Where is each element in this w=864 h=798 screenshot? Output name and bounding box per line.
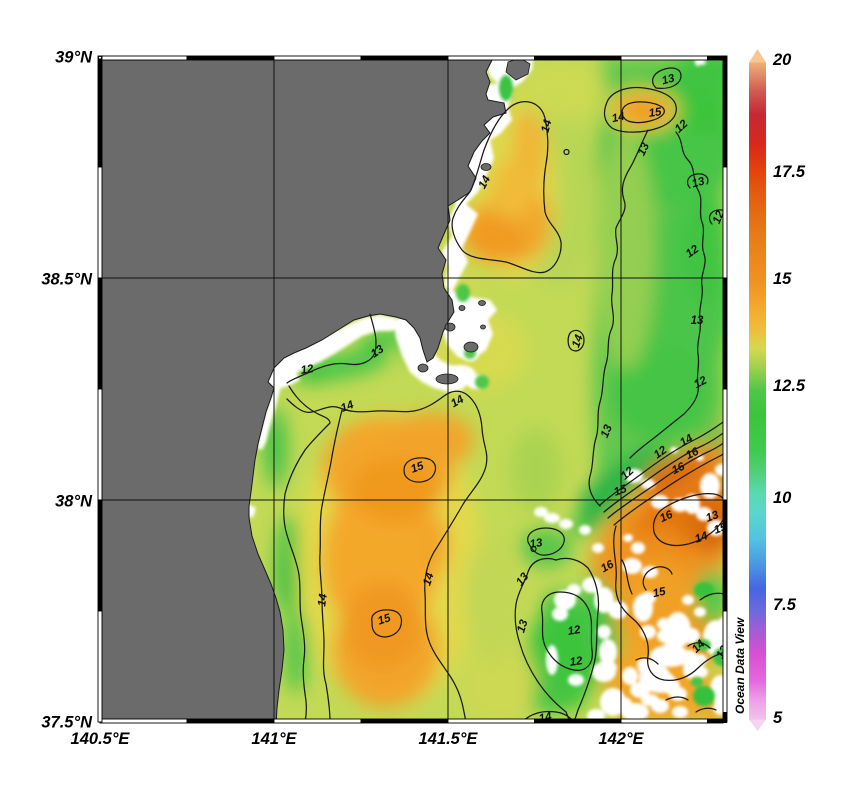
svg-text:38.5°N: 38.5°N (41, 271, 93, 289)
svg-text:14: 14 (316, 592, 330, 607)
svg-text:39°N: 39°N (55, 49, 93, 67)
svg-text:14: 14 (540, 118, 555, 134)
svg-text:17.5: 17.5 (773, 163, 806, 181)
svg-text:142°E: 142°E (598, 730, 644, 748)
svg-text:14: 14 (449, 393, 467, 410)
svg-text:141°E: 141°E (251, 730, 297, 748)
svg-text:13: 13 (515, 618, 531, 634)
svg-text:16: 16 (684, 446, 701, 463)
svg-text:5: 5 (773, 709, 783, 727)
svg-text:14: 14 (693, 530, 710, 546)
svg-text:14: 14 (421, 571, 437, 587)
svg-text:16: 16 (599, 558, 617, 575)
svg-text:14: 14 (477, 173, 494, 190)
svg-text:16: 16 (670, 461, 687, 478)
svg-text:14: 14 (611, 111, 627, 126)
svg-text:13: 13 (599, 423, 615, 440)
svg-text:14: 14 (538, 711, 554, 726)
svg-text:12.5: 12.5 (773, 377, 806, 395)
svg-text:16: 16 (658, 509, 675, 526)
svg-text:12: 12 (569, 655, 584, 669)
svg-text:13: 13 (661, 72, 677, 87)
svg-text:38°N: 38°N (55, 493, 93, 511)
svg-text:Ocean Data View: Ocean Data View (733, 617, 747, 714)
svg-text:15: 15 (712, 521, 729, 537)
svg-text:10: 10 (773, 489, 792, 507)
svg-text:12: 12 (711, 209, 727, 226)
svg-text:13: 13 (636, 141, 653, 158)
svg-text:141.5°E: 141.5°E (419, 730, 479, 748)
svg-text:15: 15 (376, 612, 392, 628)
svg-text:13: 13 (691, 315, 704, 327)
svg-text:15: 15 (652, 586, 668, 601)
svg-text:14: 14 (678, 432, 696, 449)
svg-text:15: 15 (409, 460, 426, 476)
svg-text:13: 13 (691, 175, 707, 190)
svg-text:14: 14 (570, 333, 586, 350)
svg-text:13: 13 (704, 509, 721, 525)
svg-text:13: 13 (529, 537, 544, 551)
svg-text:37.5°N: 37.5°N (41, 714, 93, 732)
svg-text:15: 15 (773, 270, 792, 288)
svg-text:12: 12 (567, 624, 582, 638)
svg-text:20: 20 (772, 51, 792, 69)
svg-text:12: 12 (300, 363, 315, 377)
svg-text:140.5°E: 140.5°E (71, 730, 131, 748)
svg-text:14: 14 (339, 399, 356, 415)
svg-text:7.5: 7.5 (773, 596, 797, 614)
svg-text:12: 12 (714, 643, 731, 661)
svg-text:12: 12 (692, 374, 709, 391)
svg-text:15: 15 (648, 106, 663, 120)
